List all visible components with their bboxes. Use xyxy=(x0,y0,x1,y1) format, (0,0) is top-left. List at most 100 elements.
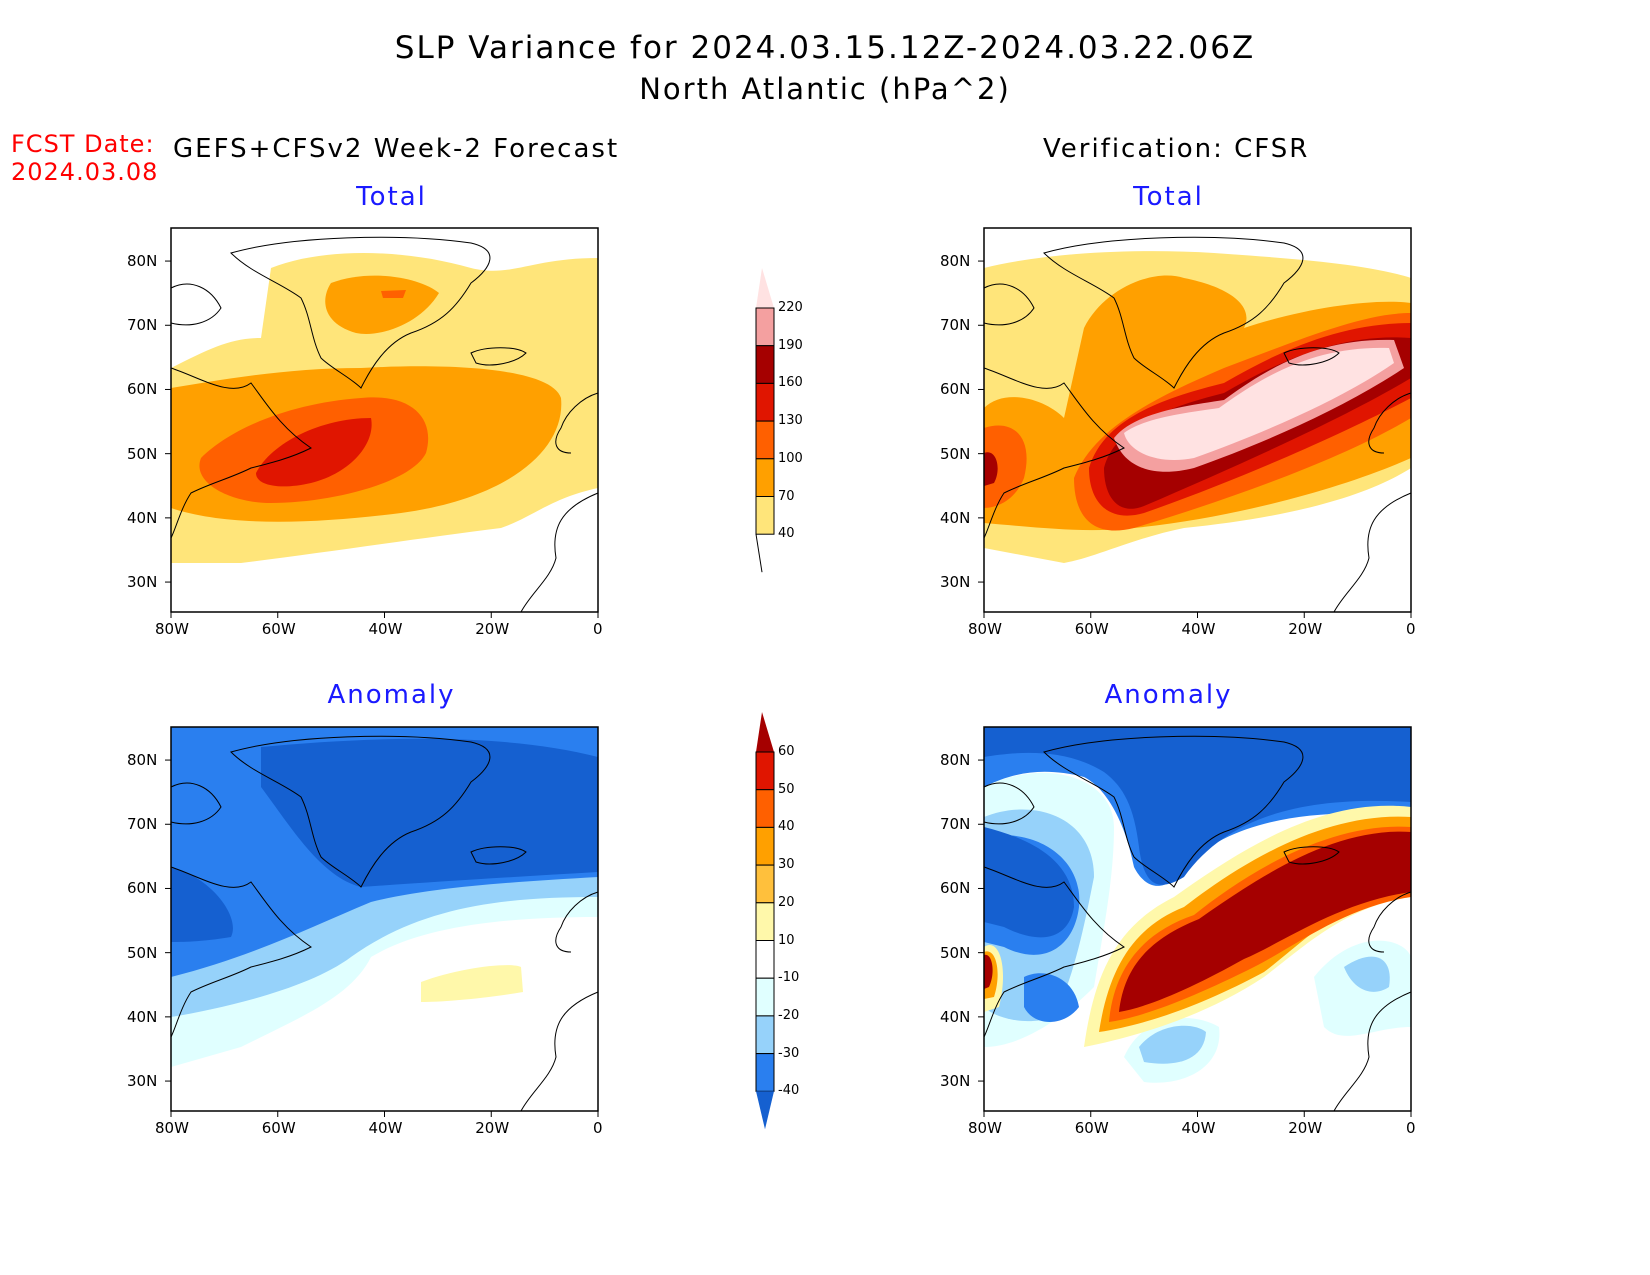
lon-tick-label: 20W xyxy=(475,1119,510,1137)
colorbar-segment xyxy=(755,496,775,535)
lat-tick-label: 80N xyxy=(127,751,158,770)
lon-tick-label: 40W xyxy=(1181,620,1216,638)
lat-tick-label: 80N xyxy=(127,252,158,271)
lat-tick-label: 60N xyxy=(127,380,158,399)
lon-tick-label: 80W xyxy=(968,620,1002,638)
greenland-coastline xyxy=(1043,236,1304,389)
colorbar-segment xyxy=(755,420,775,460)
verification-column-title: Verification: CFSR xyxy=(1043,134,1310,164)
lon-tick-label: 0 xyxy=(1406,1119,1416,1137)
lat-tick-label: 50N xyxy=(127,444,158,463)
forecast-anomaly-map xyxy=(165,726,599,1117)
fcst-date-value: 2024.03.08 xyxy=(11,158,159,186)
lat-tick-label: 60N xyxy=(940,380,971,399)
total-colorbar xyxy=(755,268,775,573)
forecast-column-title: GEFS+CFSv2 Week-2 Forecast xyxy=(173,134,620,164)
lat-tick-label: 50N xyxy=(127,943,158,962)
colorbar-level-label: 220 xyxy=(778,300,803,315)
lat-tick-label: 70N xyxy=(127,815,158,834)
colorbar-segment xyxy=(755,1015,775,1055)
colorbar-segment xyxy=(755,751,775,791)
colorbar-segment xyxy=(755,345,775,384)
lon-tick-label: 20W xyxy=(475,620,510,638)
colorbar-level-label: -20 xyxy=(778,1007,800,1023)
north-america-coastline xyxy=(170,782,312,1038)
lon-tick-label: 60W xyxy=(261,1119,296,1137)
figure-title: SLP Variance for 2024.03.15.12Z-2024.03.… xyxy=(394,30,1256,66)
colorbar-segment xyxy=(755,977,775,1017)
contour-above-220 xyxy=(1124,347,1394,461)
lon-tick-label: 40W xyxy=(1181,1119,1216,1137)
forecast-total-map xyxy=(165,227,599,618)
lat-tick-label: 30N xyxy=(940,1072,971,1091)
iceland-coastline xyxy=(1283,846,1340,865)
colorbar-level-label: 40 xyxy=(778,819,795,835)
lat-tick-label: 40N xyxy=(940,508,971,527)
lon-tick-label: 80W xyxy=(155,1119,189,1137)
colorbar-level-label: 130 xyxy=(778,413,803,429)
europe-africa-coastline xyxy=(520,891,599,1112)
lat-tick-label: 70N xyxy=(127,316,158,335)
europe-africa-coastline xyxy=(1333,891,1412,1112)
north-america-coastline xyxy=(983,782,1125,1038)
lon-tick-label: 80W xyxy=(155,620,189,638)
colorbar-level-label: 160 xyxy=(778,375,803,391)
anomaly-colorbar xyxy=(755,712,775,1130)
lon-tick-label: 40W xyxy=(368,1119,403,1137)
verification-total-title: Total xyxy=(1133,182,1204,212)
colorbar-level-label: 100 xyxy=(778,450,803,466)
lon-tick-label: 0 xyxy=(593,620,603,638)
colorbar-top-arrow xyxy=(756,712,774,752)
lon-tick-label: 60W xyxy=(261,620,296,638)
forecast-total-title: Total xyxy=(356,182,427,212)
colorbar-segment xyxy=(755,902,775,941)
contour-10-20 xyxy=(421,965,523,1002)
lat-tick-label: 80N xyxy=(940,751,971,770)
colorbar-level-label: -40 xyxy=(778,1083,800,1099)
lat-tick-label: 60N xyxy=(127,879,158,898)
verification-anomaly-title: Anomaly xyxy=(1104,680,1233,710)
colorbar-level-label: 70 xyxy=(778,488,795,504)
contour-100-north xyxy=(381,290,406,298)
lat-tick-label: 30N xyxy=(127,573,158,592)
lon-tick-label: 0 xyxy=(1406,620,1416,638)
verification-anomaly-map xyxy=(978,726,1412,1117)
greenland-coastline xyxy=(230,236,491,389)
colorbar-level-label: -30 xyxy=(778,1045,800,1061)
lat-tick-label: 40N xyxy=(127,508,158,527)
colorbar-segment xyxy=(755,789,775,828)
colorbar-level-label: 20 xyxy=(778,894,795,910)
verification-total-map xyxy=(978,227,1412,618)
lat-tick-label: 40N xyxy=(127,1007,158,1026)
colorbar-segment xyxy=(755,864,775,904)
europe-africa-coastline xyxy=(1333,392,1412,613)
colorbar-segment xyxy=(755,307,775,347)
lat-tick-label: 30N xyxy=(127,1072,158,1091)
greenland-coastline xyxy=(1043,735,1304,888)
colorbar-segment xyxy=(755,458,775,497)
lat-tick-label: 40N xyxy=(940,1007,971,1026)
lon-tick-label: 20W xyxy=(1288,620,1323,638)
lon-tick-label: 40W xyxy=(368,620,403,638)
greenland-coastline xyxy=(230,735,491,888)
lat-tick-label: 70N xyxy=(940,815,971,834)
iceland-coastline xyxy=(470,846,527,865)
contour-below-minus40 xyxy=(984,727,1411,938)
colorbar-segment xyxy=(755,1053,775,1092)
lon-tick-label: 0 xyxy=(593,1119,603,1137)
contour-70-100-north xyxy=(325,275,439,334)
lon-tick-label: 60W xyxy=(1074,620,1109,638)
colorbar-level-label: 50 xyxy=(778,781,795,797)
europe-africa-coastline xyxy=(520,392,599,613)
figure-subtitle: North Atlantic (hPa^2) xyxy=(639,72,1011,106)
lon-tick-label: 80W xyxy=(968,1119,1002,1137)
colorbar-level-label: 40 xyxy=(778,526,795,542)
lon-tick-label: 60W xyxy=(1074,1119,1109,1137)
contour-minus20-south xyxy=(1139,1025,1206,1064)
colorbar-level-label: 190 xyxy=(778,337,803,353)
lat-tick-label: 50N xyxy=(940,444,971,463)
lat-tick-label: 80N xyxy=(940,252,971,271)
colorbar-bottom-arrow xyxy=(756,1091,774,1130)
contour-below-minus40 xyxy=(171,738,598,942)
